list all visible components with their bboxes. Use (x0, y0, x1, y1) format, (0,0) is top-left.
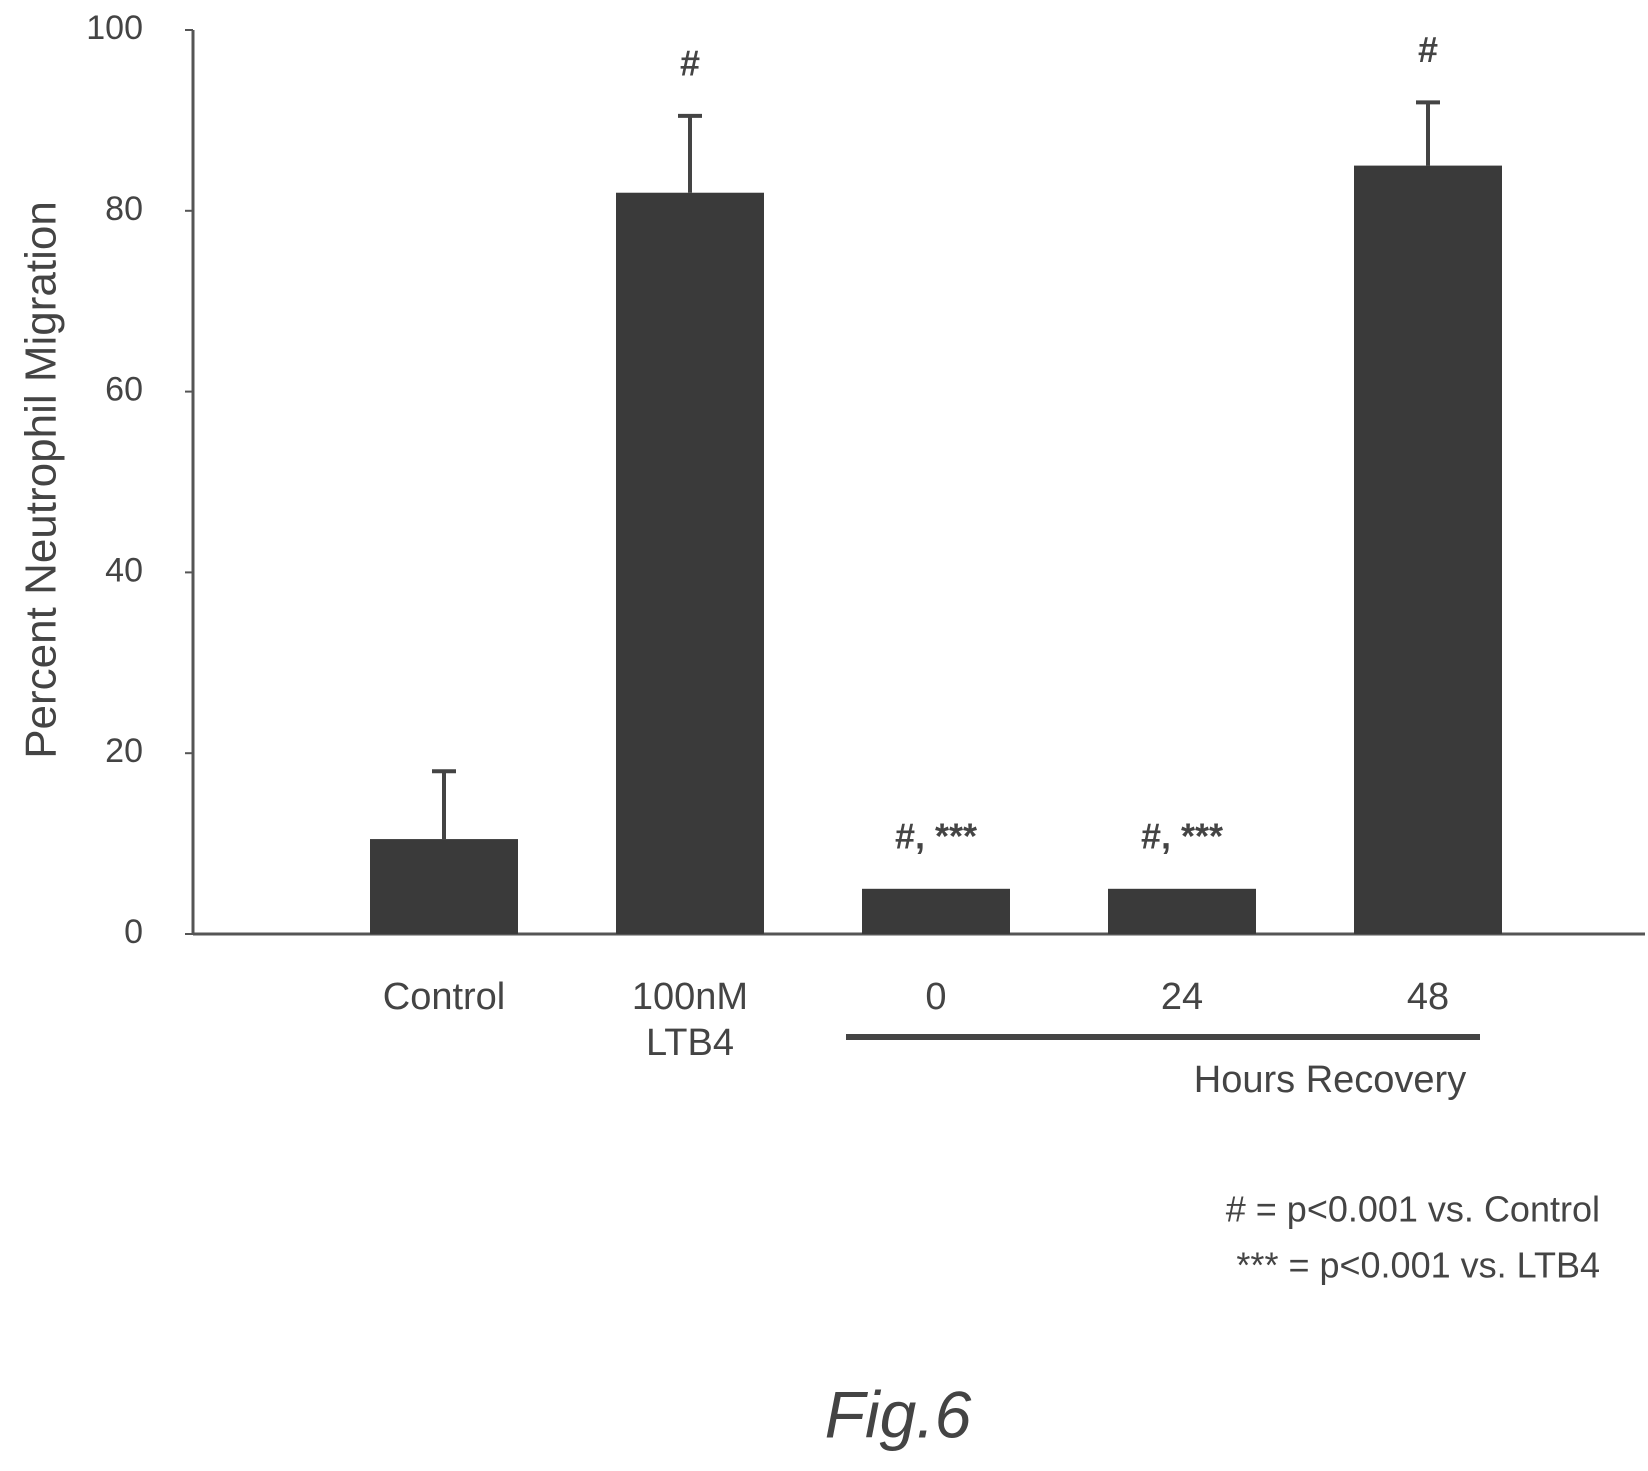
x-tick-label: Control (359, 974, 529, 1020)
bar-annotation: # (1418, 29, 1438, 70)
y-axis-label: Percent Neutrophil Migration (17, 201, 66, 759)
bar-annotation: # (680, 42, 700, 83)
x-tick-label: 48 (1343, 974, 1513, 1020)
y-tick-label: 100 (86, 9, 143, 47)
footnote: *** = p<0.001 vs. LTB4 (1236, 1245, 1600, 1286)
caption: Fig.6 (825, 1377, 972, 1451)
bar (370, 839, 518, 934)
bar (1108, 889, 1256, 934)
y-tick-label: 80 (105, 190, 143, 228)
y-tick-label: 40 (105, 551, 143, 589)
bar-annotation: #, *** (1141, 815, 1223, 856)
bar (616, 193, 764, 934)
bar-annotation: #, *** (895, 815, 977, 856)
y-tick-label: 60 (105, 371, 143, 409)
x-tick-label: 24 (1097, 974, 1267, 1020)
group-label: Hours Recovery (1194, 1059, 1466, 1101)
footnote: # = p<0.001 vs. Control (1226, 1189, 1600, 1230)
y-tick-label: 0 (124, 913, 143, 951)
y-tick-label: 20 (105, 732, 143, 770)
bar (1354, 166, 1502, 934)
bar (862, 889, 1010, 934)
x-tick-label: 0 (851, 974, 1021, 1020)
x-tick-label: 100nM LTB4 (605, 974, 775, 1066)
